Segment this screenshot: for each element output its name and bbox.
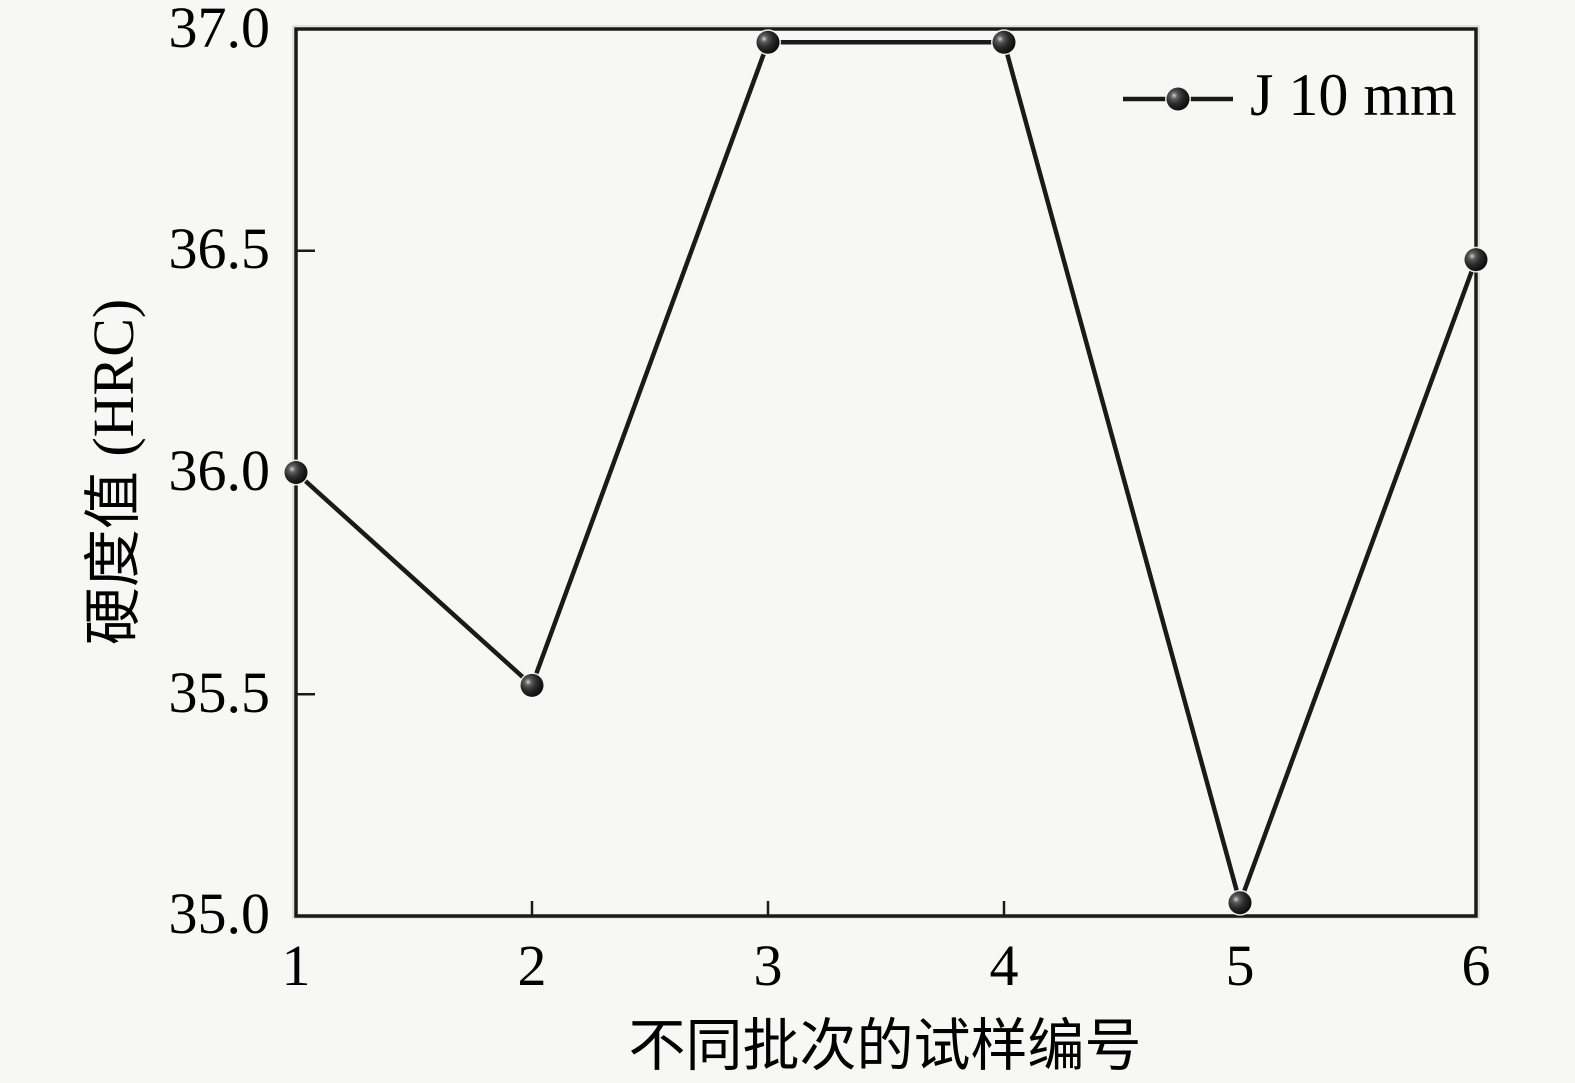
- svg-text:35.5: 35.5: [169, 660, 271, 725]
- svg-text:37.0: 37.0: [169, 0, 271, 60]
- svg-text:J 10 mm: J 10 mm: [1250, 62, 1457, 128]
- svg-text:5: 5: [1226, 933, 1255, 998]
- svg-text:硬度值 (HRC): 硬度值 (HRC): [81, 299, 146, 645]
- svg-text:36.5: 36.5: [169, 216, 271, 281]
- svg-text:35.0: 35.0: [169, 881, 271, 946]
- svg-text:不同批次的试样编号: 不同批次的试样编号: [629, 1015, 1142, 1078]
- svg-text:36.0: 36.0: [169, 438, 271, 503]
- svg-text:6: 6: [1462, 933, 1491, 998]
- svg-text:2: 2: [518, 933, 547, 998]
- svg-text:3: 3: [754, 933, 783, 998]
- svg-text:1: 1: [282, 933, 311, 998]
- svg-text:4: 4: [990, 933, 1019, 998]
